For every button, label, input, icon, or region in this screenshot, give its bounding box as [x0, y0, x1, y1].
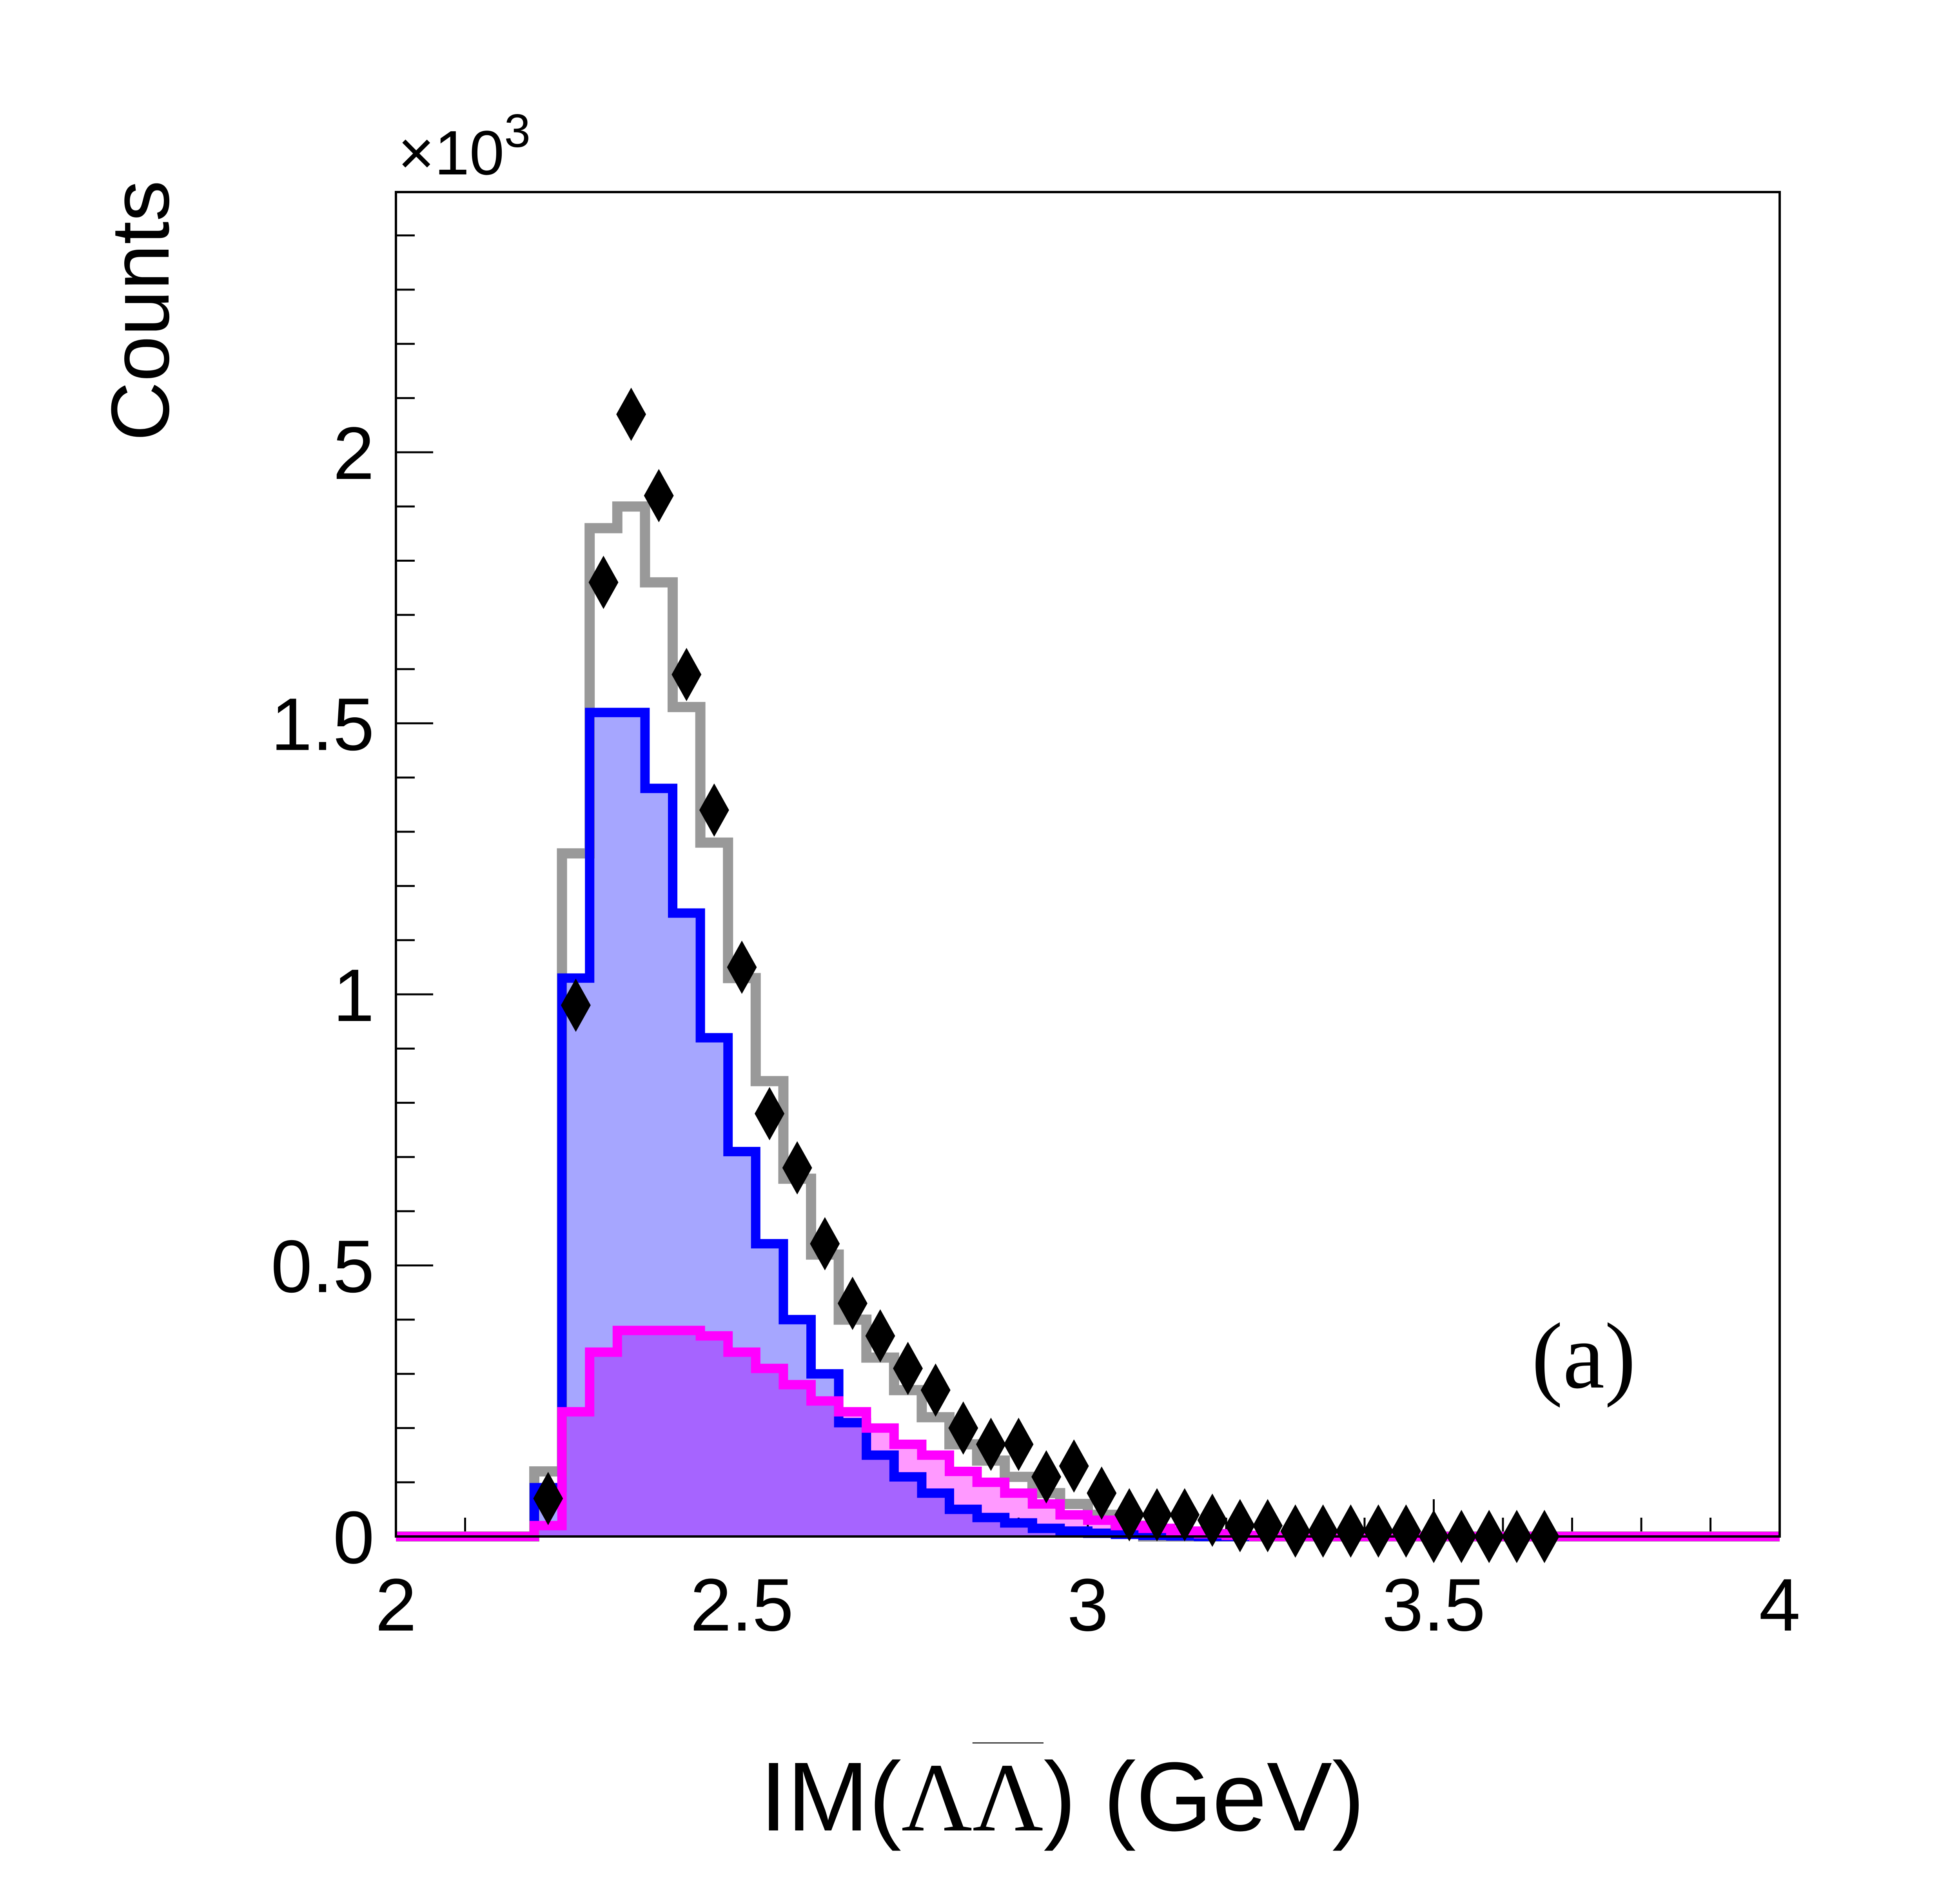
data-point [976, 1417, 1006, 1471]
x-tick-label: 2 [375, 1564, 417, 1647]
data-point [782, 1141, 812, 1195]
data-point [1308, 1504, 1338, 1558]
histogram-series [396, 501, 1780, 1542]
plot-frame [395, 191, 1781, 1538]
total-series-line [396, 501, 1780, 1542]
magenta-series-fill [396, 1330, 1780, 1536]
data-point [1280, 1504, 1310, 1558]
data-point [727, 940, 757, 994]
y-axis-title: Counts [94, 180, 186, 441]
data-markers [533, 388, 1559, 1563]
x-tick-label: 2.5 [690, 1564, 793, 1647]
x-axis-title: IM(ΛΛ) (GeV) [760, 1742, 1365, 1852]
data-point [1391, 1504, 1421, 1558]
data-point [561, 978, 591, 1032]
data-point [810, 1217, 840, 1271]
data-point [1059, 1439, 1089, 1493]
data-point [1197, 1493, 1227, 1547]
x-tick-label: 3.5 [1382, 1564, 1485, 1647]
data-point [755, 1087, 785, 1141]
data-point [1252, 1499, 1283, 1553]
blue-series-fill [396, 712, 1780, 1536]
data-point [1225, 1499, 1255, 1553]
x-axis-title-prefix: IM( [760, 1742, 902, 1851]
panel-annotation: (a) [1532, 1304, 1636, 1408]
data-point [920, 1363, 951, 1417]
y-tick-label: 2 [333, 412, 374, 495]
data-point [1114, 1488, 1144, 1542]
data-point [948, 1401, 978, 1455]
data-point [1031, 1450, 1062, 1504]
magenta-series-line [396, 1326, 1780, 1541]
y-multiplier-base: ×10 [398, 118, 504, 188]
y-tick-label: 1 [333, 954, 374, 1037]
x-axis-title-lambda-bar: Λ [973, 1743, 1044, 1852]
data-point [837, 1277, 867, 1330]
data-point [1170, 1488, 1200, 1542]
data-point [1142, 1488, 1172, 1542]
y-tick-label: 1.5 [271, 683, 374, 766]
data-point [1336, 1504, 1366, 1558]
tick-labels: 2 2.5 3 3.5 4 0 0.5 1 1.5 2 [271, 412, 1800, 1647]
data-point [644, 469, 674, 522]
x-tick-label: 3 [1067, 1564, 1109, 1647]
data-point [588, 555, 619, 609]
data-point [893, 1342, 923, 1395]
data-point [1004, 1417, 1034, 1471]
data-point [616, 388, 646, 441]
y-tick-label: 0.5 [271, 1225, 374, 1308]
data-point [1087, 1466, 1117, 1520]
x-axis-title-lambda: Λ [901, 1743, 972, 1852]
y-tick-label: 0 [333, 1496, 374, 1579]
x-tick-label: 4 [1759, 1564, 1800, 1647]
data-point [533, 1472, 563, 1526]
data-point [865, 1309, 895, 1363]
data-point [1363, 1504, 1394, 1558]
data-point [671, 648, 702, 701]
y-multiplier: ×103 [398, 105, 530, 188]
data-point [699, 783, 729, 837]
x-axis-title-suffix: ) (GeV) [1044, 1742, 1365, 1851]
y-multiplier-exponent: 3 [504, 105, 530, 157]
blue-series-line [396, 707, 1780, 1541]
